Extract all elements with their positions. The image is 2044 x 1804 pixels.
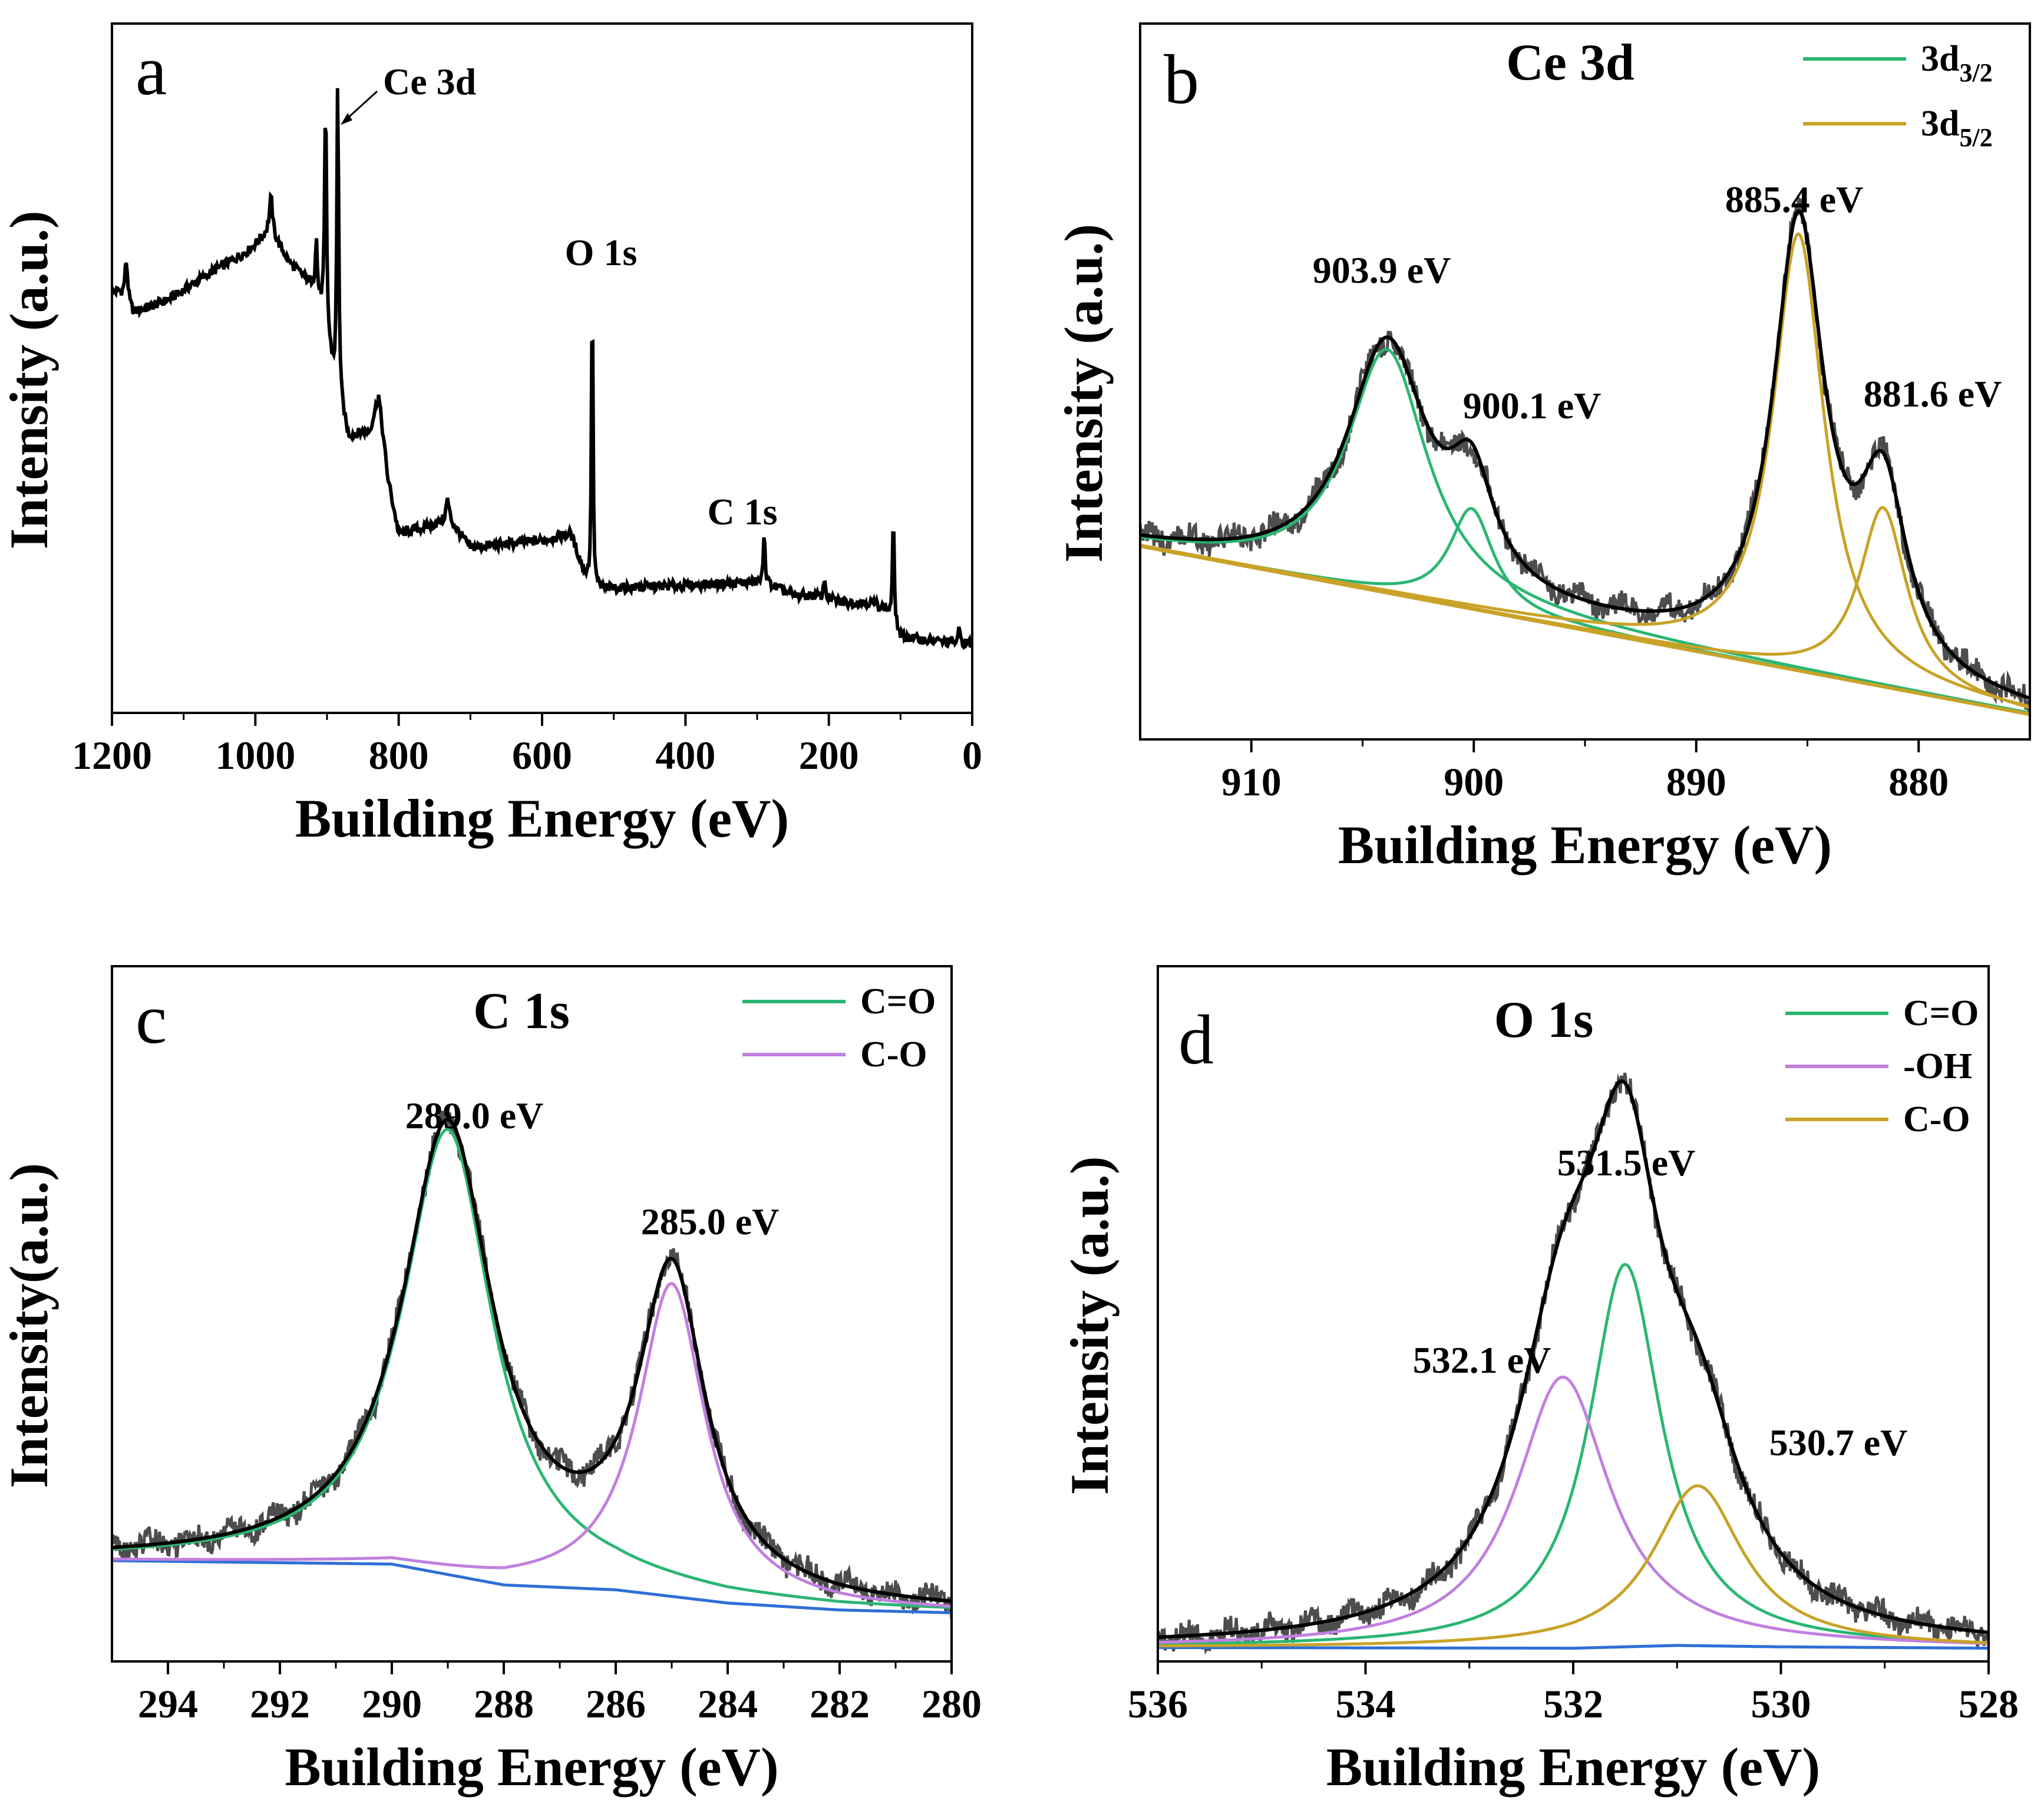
x-tick-label: 400 [655, 733, 715, 778]
component-line-1 [1140, 348, 2030, 715]
x-tick-label: 880 [1888, 759, 1949, 804]
x-tick-label: 536 [1128, 1681, 1188, 1726]
peak-annotation: 531.5 eV [1557, 1142, 1696, 1184]
plot-frame [1157, 965, 1990, 1663]
x-tick-label: 284 [698, 1681, 758, 1726]
x-axis-title: Building Energy (eV) [1338, 815, 1832, 875]
plot-frame [111, 965, 953, 1663]
annotation-arrowhead [341, 113, 352, 125]
x-tick-label: 200 [799, 733, 859, 778]
peak-annotation: C 1s [707, 491, 777, 533]
plot-area [1140, 197, 2030, 716]
x-tick-label: 288 [474, 1681, 534, 1726]
x-tick-label: 290 [362, 1681, 422, 1726]
plot-area [1158, 1072, 1989, 1655]
x-tick-label: 0 [962, 733, 982, 778]
fit-envelope-line [1140, 209, 2030, 701]
background-line [1158, 1644, 1989, 1650]
x-tick-label: 280 [922, 1681, 982, 1726]
peak-annotation: 885.4 eV [1725, 179, 1864, 220]
peak-annotation: 285.0 eV [641, 1201, 780, 1243]
x-axis-title: Building Energy (eV) [1326, 1737, 1820, 1797]
x-axis-title: Building Energy (eV) [285, 1737, 778, 1797]
panel-letter: d [1178, 1000, 1214, 1079]
x-tick-label: 900 [1444, 759, 1504, 804]
measured-spectrum-line [1158, 1072, 1989, 1655]
legend-label: C=O [860, 982, 936, 1022]
peak-annotation: 900.1 eV [1463, 385, 1601, 427]
x-axis-title: Building Energy (eV) [295, 788, 789, 848]
component-line-3 [1158, 1484, 1989, 1648]
x-tick-label: 1200 [72, 733, 152, 778]
plot-frame [111, 22, 973, 714]
x-tick-label: 534 [1336, 1681, 1396, 1726]
panel-c: 294 292 290 288 286 284 282 280 Building Energy … [0, 965, 982, 1797]
fit-envelope-line [112, 1118, 952, 1603]
x-tick-label: 530 [1751, 1681, 1811, 1726]
y-axis-title: Intensity(a.u.) [0, 1163, 59, 1488]
peak-annotation: 881.6 eV [1864, 373, 2002, 415]
peak-annotation: O 1s [565, 232, 638, 273]
x-tick-label: 600 [512, 733, 572, 778]
plot-area [112, 1111, 952, 1620]
y-axis-title: Intensity (a.u.) [0, 210, 59, 549]
legend-label: 3d5/2 [1921, 104, 1993, 152]
x-tick-label: 286 [586, 1681, 646, 1726]
x-tick-label: 528 [1959, 1681, 2019, 1726]
component-line-2 [112, 1282, 952, 1608]
panel-letter: a [136, 31, 167, 110]
background-line [112, 1559, 952, 1614]
background-line [1140, 544, 2030, 716]
panel-title: C 1s [473, 983, 570, 1040]
peak-annotation: Ce 3d [383, 61, 476, 103]
y-axis-title: Intensity (a.u.) [1059, 1156, 1120, 1495]
annotation-arrow [344, 90, 378, 122]
panel-d: 536 534 532 530 528 Building Energy (eV) Inten… [1059, 965, 2019, 1797]
legend-label: C-O [1903, 1099, 1970, 1139]
component-line-4 [1140, 505, 2030, 709]
x-tick-label: 1000 [215, 733, 295, 778]
x-tick-label: 890 [1666, 759, 1726, 804]
survey-spectrum-line [112, 88, 972, 650]
panel-letter: b [1164, 40, 1199, 118]
panel-b: 910 900 890 880 Building Energy (eV) Intensit… [1054, 22, 2031, 875]
legend-label: -OH [1903, 1046, 1972, 1086]
peak-annotation: 530.7 eV [1769, 1422, 1908, 1463]
x-tick-label: 294 [138, 1681, 198, 1726]
fit-envelope-line [1158, 1079, 1989, 1639]
legend-label: C=O [1903, 993, 1979, 1033]
measured-spectrum-line [112, 1111, 952, 1620]
panel-letter: c [136, 980, 167, 1058]
component-line-2 [1158, 1375, 1989, 1645]
legend-label: 3d3/2 [1921, 39, 1993, 87]
plot-area [112, 88, 972, 650]
component-line-1 [1158, 1263, 1989, 1646]
panel-title: Ce 3d [1506, 34, 1634, 91]
x-tick-label: 282 [810, 1681, 870, 1726]
panel-title: O 1s [1494, 992, 1594, 1049]
component-line-1 [112, 1128, 952, 1610]
x-tick-label: 800 [369, 733, 429, 778]
x-tick-label: 292 [250, 1681, 310, 1726]
peak-annotation: 289.0 eV [405, 1095, 544, 1136]
panel-a: 1200 1000 800 600 400 200 0 Building Energy (eV… [0, 22, 982, 848]
measured-spectrum-line [1140, 197, 2030, 712]
peak-annotation: 532.1 eV [1413, 1339, 1551, 1381]
x-tick-label: 910 [1221, 759, 1282, 804]
component-line-3 [1140, 232, 2030, 708]
peak-annotation: 903.9 eV [1313, 249, 1451, 291]
legend-label: C-O [860, 1035, 927, 1075]
x-tick-label: 532 [1543, 1681, 1603, 1726]
y-axis-title: Intensity (a.u.) [1054, 224, 1114, 563]
